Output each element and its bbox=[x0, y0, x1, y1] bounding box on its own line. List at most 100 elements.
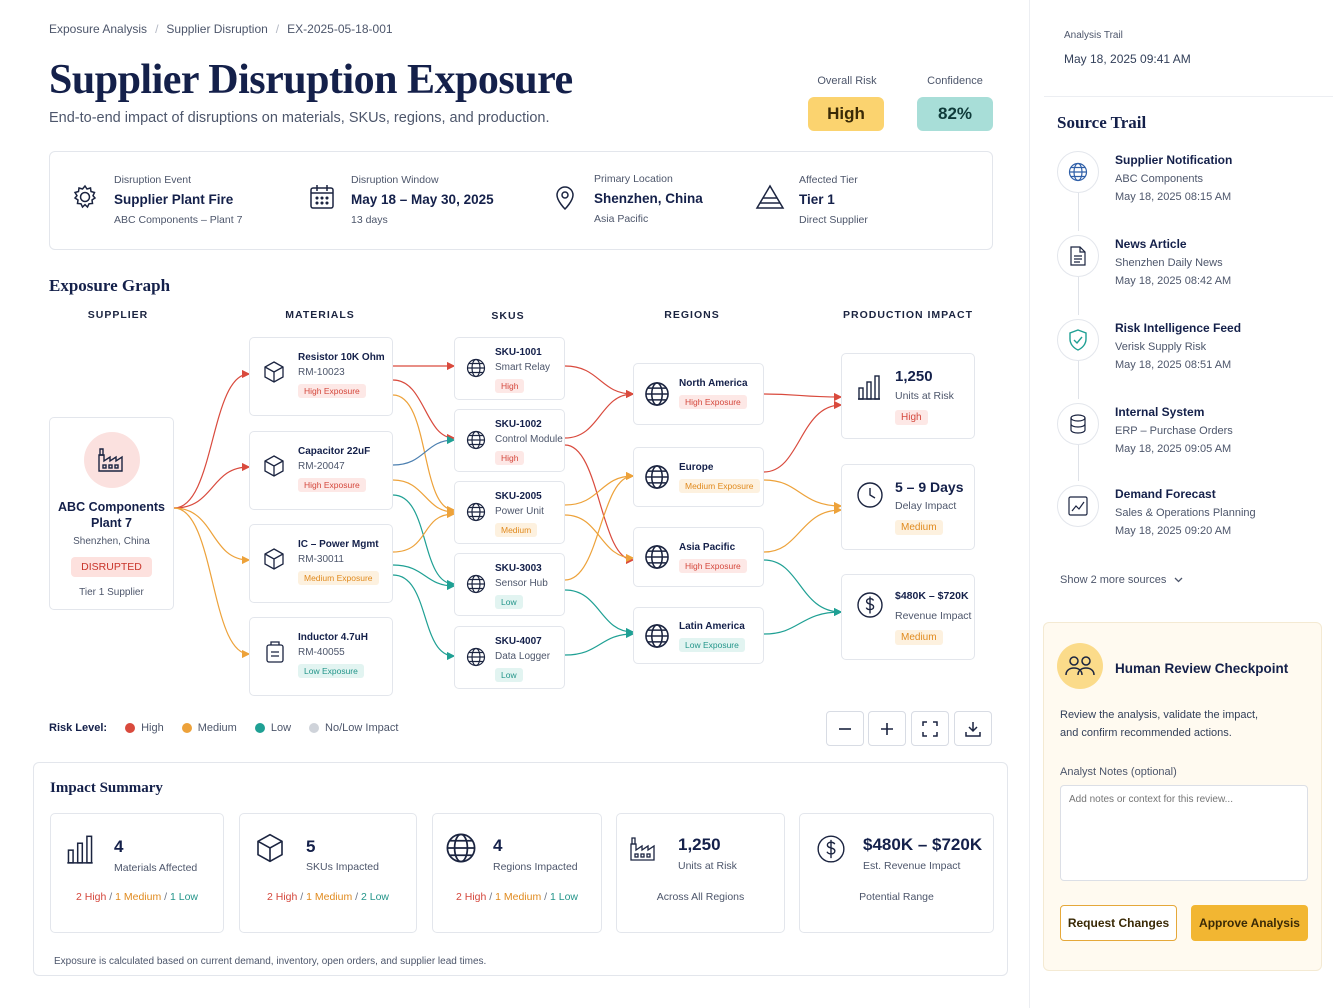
source-date: May 18, 2025 08:51 AM bbox=[1115, 359, 1232, 371]
impact-card-materials: 4 Materials Affected 2 High / 1 Medium /… bbox=[50, 813, 224, 933]
minus-icon bbox=[839, 727, 851, 730]
edge-sku2005-europe bbox=[564, 471, 635, 506]
impact-value: $480K – $720K bbox=[863, 835, 983, 854]
dollar-icon bbox=[857, 592, 883, 618]
legend-item-medium: Medium bbox=[181, 722, 237, 734]
source-title: News Article bbox=[1115, 237, 1187, 251]
calendar-icon bbox=[310, 185, 334, 209]
location-sub: Asia Pacific bbox=[594, 213, 649, 225]
production-impact-node[interactable]: 5 – 9 Days Delay Impact Medium bbox=[841, 464, 975, 550]
edge-na-units bbox=[763, 392, 843, 402]
edge-capacitor-sku1002 bbox=[392, 435, 456, 466]
material-code: RM-40055 bbox=[298, 647, 345, 658]
location-pin-icon bbox=[556, 186, 574, 211]
window-label: Disruption Window bbox=[351, 174, 439, 186]
impact-value: 5 – 9 Days bbox=[895, 479, 964, 495]
material-node[interactable]: Inductor 4.7uH RM-40055 Low Exposure bbox=[249, 617, 393, 696]
impact-label: Regions Impacted bbox=[493, 861, 578, 873]
legend-label: Risk Level: bbox=[49, 722, 108, 734]
impact-card-regions: 4 Regions Impacted 2 High / 1 Medium / 1… bbox=[432, 813, 602, 933]
overall-risk-label: Overall Risk bbox=[817, 75, 877, 87]
impact-breakdown: 2 High / 1 Medium / 2 Low bbox=[266, 891, 390, 903]
edge-europe-units bbox=[763, 400, 843, 473]
globe-icon bbox=[466, 647, 486, 667]
impact-note: Potential Range bbox=[859, 891, 934, 903]
breadcrumb-item[interactable]: Exposure Analysis bbox=[49, 22, 148, 36]
legend-item-high: High bbox=[125, 722, 164, 734]
impact-value: 4 bbox=[114, 837, 124, 856]
approve-analysis-button[interactable]: Approve Analysis bbox=[1191, 905, 1308, 941]
event-sub: ABC Components – Plant 7 bbox=[114, 214, 243, 226]
edge-resistor-sku1002 bbox=[392, 379, 456, 443]
supplier-name-line2: Plant 7 bbox=[91, 516, 132, 530]
sku-name: Power Unit bbox=[495, 506, 544, 517]
edge-sku3003-europe bbox=[564, 471, 635, 581]
analysis-trail-label: Analysis Trail bbox=[1064, 30, 1123, 41]
download-button[interactable] bbox=[954, 711, 992, 746]
sku-name: Smart Relay bbox=[495, 362, 551, 373]
sku-code: SKU-1002 bbox=[495, 419, 542, 430]
impact-label: Est. Revenue Impact bbox=[863, 860, 961, 872]
sku-node[interactable]: SKU-1002 Control Module High bbox=[454, 409, 565, 472]
sku-node[interactable]: SKU-1001 Smart Relay High bbox=[454, 337, 565, 400]
sku-node[interactable]: SKU-2005 Power Unit Medium bbox=[454, 481, 565, 544]
impact-label: Units at Risk bbox=[678, 860, 737, 872]
window-sub: 13 days bbox=[351, 214, 388, 226]
material-name: Capacitor 22uF bbox=[298, 446, 371, 457]
zoom-out-button[interactable] bbox=[826, 711, 864, 746]
edge-supplier-capacitor bbox=[173, 462, 251, 509]
material-node[interactable]: Resistor 10K Ohm RM-10023 High Exposure bbox=[249, 337, 393, 416]
exposure-tag: Low Exposure bbox=[298, 664, 364, 678]
column-header-materials: MATERIALS bbox=[285, 309, 355, 321]
supplier-node[interactable]: ABC Components Plant 7 Shenzhen, China D… bbox=[49, 417, 174, 610]
globe-icon bbox=[645, 382, 669, 406]
globe-icon bbox=[645, 465, 669, 489]
material-node[interactable]: IC – Power Mgmt RM-30011 Medium Exposure bbox=[249, 524, 393, 603]
sku-risk-tag: High bbox=[495, 451, 525, 465]
disruption-window: Disruption Window May 18 – May 30, 2025 13… bbox=[307, 174, 494, 226]
fit-view-button[interactable] bbox=[911, 711, 949, 746]
plus-icon bbox=[881, 722, 893, 735]
bar-chart-icon bbox=[67, 835, 93, 864]
production-impact-node[interactable]: 1,250 Units at Risk High bbox=[841, 353, 975, 439]
region-node[interactable]: Asia Pacific High Exposure bbox=[633, 527, 764, 587]
material-code: RM-30011 bbox=[298, 554, 344, 565]
breadcrumb-item[interactable]: Supplier Disruption bbox=[166, 22, 268, 36]
source-sub: Verisk Supply Risk bbox=[1115, 341, 1207, 353]
primary-location: Primary Location Shenzhen, China Asia Paci… bbox=[550, 173, 703, 225]
event-value: Supplier Plant Fire bbox=[114, 192, 234, 207]
region-name: North America bbox=[679, 378, 748, 389]
region-node[interactable]: Latin America Low Exposure bbox=[633, 607, 764, 664]
analyst-notes-input[interactable] bbox=[1060, 785, 1308, 881]
edge-sku2005-apac bbox=[564, 514, 635, 563]
region-node[interactable]: North America High Exposure bbox=[633, 363, 764, 425]
sku-node[interactable]: SKU-3003 Sensor Hub Low bbox=[454, 553, 565, 616]
material-node[interactable]: Capacitor 22uF RM-20047 High Exposure bbox=[249, 431, 393, 510]
column-header-skus: SKUS bbox=[491, 310, 525, 322]
sku-name: Sensor Hub bbox=[495, 578, 548, 589]
globe-icon bbox=[466, 430, 486, 450]
chevron-down-icon bbox=[1174, 577, 1183, 583]
production-impact-node[interactable]: $480K – $720K Revenue Impact Medium bbox=[841, 574, 975, 660]
column-header-supplier: SUPPLIER bbox=[87, 309, 149, 321]
dollar-icon bbox=[817, 835, 845, 863]
region-exposure-tag: High Exposure bbox=[679, 395, 747, 409]
source-sub: ABC Components bbox=[1115, 173, 1204, 185]
impact-risk-tag: High bbox=[895, 410, 928, 425]
globe-icon bbox=[466, 574, 486, 594]
page-title: Supplier Disruption Exposure bbox=[49, 57, 573, 103]
impact-risk-tag: Medium bbox=[895, 630, 943, 645]
tier-label: Affected Tier bbox=[799, 174, 858, 186]
request-changes-button[interactable]: Request Changes bbox=[1060, 905, 1177, 941]
zoom-in-button[interactable] bbox=[868, 711, 906, 746]
sku-node[interactable]: SKU-4007 Data Logger Low bbox=[454, 626, 565, 689]
show-more-sources-link[interactable]: Show 2 more sources bbox=[1060, 574, 1183, 586]
edge-supplier-resistor bbox=[173, 369, 251, 509]
impact-note: Across All Regions bbox=[656, 891, 745, 903]
region-node[interactable]: Europe Medium Exposure bbox=[633, 447, 764, 507]
impact-breakdown: 2 High / 1 Medium / 1 Low bbox=[455, 891, 579, 903]
tier-value: Tier 1 bbox=[799, 192, 835, 207]
sku-risk-tag: Medium bbox=[495, 523, 538, 537]
location-value: Shenzhen, China bbox=[594, 191, 703, 206]
timeline-line bbox=[1078, 445, 1079, 481]
